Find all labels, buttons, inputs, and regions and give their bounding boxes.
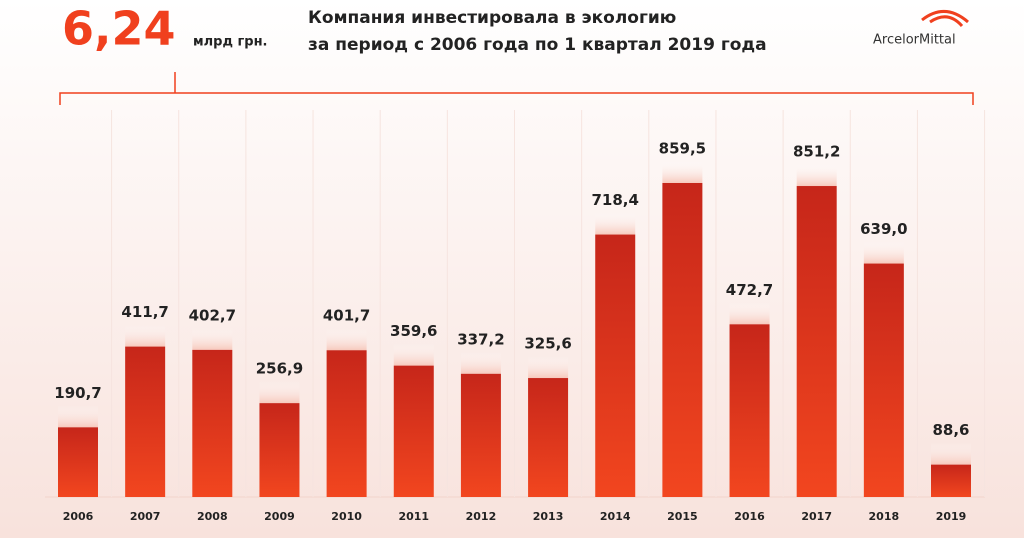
label-glow xyxy=(729,302,770,325)
bar xyxy=(125,346,166,497)
label-glow xyxy=(796,164,837,187)
x-tick-label: 2009 xyxy=(264,510,295,523)
x-tick-label: 2010 xyxy=(331,510,362,523)
bracket xyxy=(59,72,974,105)
bar xyxy=(192,349,233,497)
value-label: 718,4 xyxy=(592,191,639,209)
value-label: 472,7 xyxy=(726,281,773,299)
bar xyxy=(662,183,703,497)
bar xyxy=(528,378,569,497)
label-glow xyxy=(662,161,703,183)
value-label: 411,7 xyxy=(121,303,168,321)
x-tick-label: 2012 xyxy=(466,510,497,523)
value-label: 325,6 xyxy=(524,335,571,353)
bar xyxy=(863,263,904,497)
x-tick-label: 2014 xyxy=(600,510,631,523)
value-label: 359,6 xyxy=(390,322,437,340)
x-tick-label: 2013 xyxy=(533,510,564,523)
value-label: 256,9 xyxy=(256,360,303,378)
x-tick-label: 2006 xyxy=(63,510,94,523)
title: Компания инвестировала в экологию xyxy=(308,8,676,28)
label-glow xyxy=(460,351,501,374)
x-tick-label: 2015 xyxy=(667,510,698,523)
x-tick-label: 2018 xyxy=(869,510,900,523)
bar xyxy=(259,403,300,497)
label-glow xyxy=(595,212,636,235)
value-label: 402,7 xyxy=(189,306,236,324)
x-tick-label: 2008 xyxy=(197,510,228,523)
bar xyxy=(729,324,770,497)
bar xyxy=(796,186,837,497)
logo: ArcelorMittal xyxy=(873,33,956,48)
logo-mark xyxy=(921,10,969,28)
label-glow xyxy=(192,327,233,350)
label-glow xyxy=(863,241,904,264)
x-tick-label: 2017 xyxy=(801,510,832,523)
total: 6,24 xyxy=(62,2,176,56)
value-label: 337,2 xyxy=(457,330,504,348)
value-label: 639,0 xyxy=(860,220,907,238)
bar xyxy=(326,350,367,497)
x-tick-label: 2007 xyxy=(130,510,161,523)
bar xyxy=(58,427,98,497)
label-glow xyxy=(528,356,569,379)
value-label: 88,6 xyxy=(932,421,969,439)
label-glow xyxy=(58,405,98,428)
label-glow xyxy=(259,381,300,404)
label-glow xyxy=(125,324,166,347)
total-unit: млрд грн. xyxy=(193,35,268,50)
title: за период с 2006 года по 1 квартал 2019 … xyxy=(308,35,767,55)
bar xyxy=(931,464,971,497)
bar xyxy=(460,373,501,497)
value-label: 859,5 xyxy=(659,140,706,158)
value-label: 851,2 xyxy=(793,143,840,161)
label-glow xyxy=(326,328,367,351)
x-tick-label: 2016 xyxy=(734,510,765,523)
x-tick-label: 2019 xyxy=(936,510,967,523)
value-label: 190,7 xyxy=(54,384,101,402)
label-glow xyxy=(393,343,434,366)
bar xyxy=(595,234,636,497)
value-label: 401,7 xyxy=(323,307,370,325)
bar xyxy=(393,365,434,497)
x-tick-label: 2011 xyxy=(398,510,429,523)
label-glow xyxy=(931,442,971,465)
